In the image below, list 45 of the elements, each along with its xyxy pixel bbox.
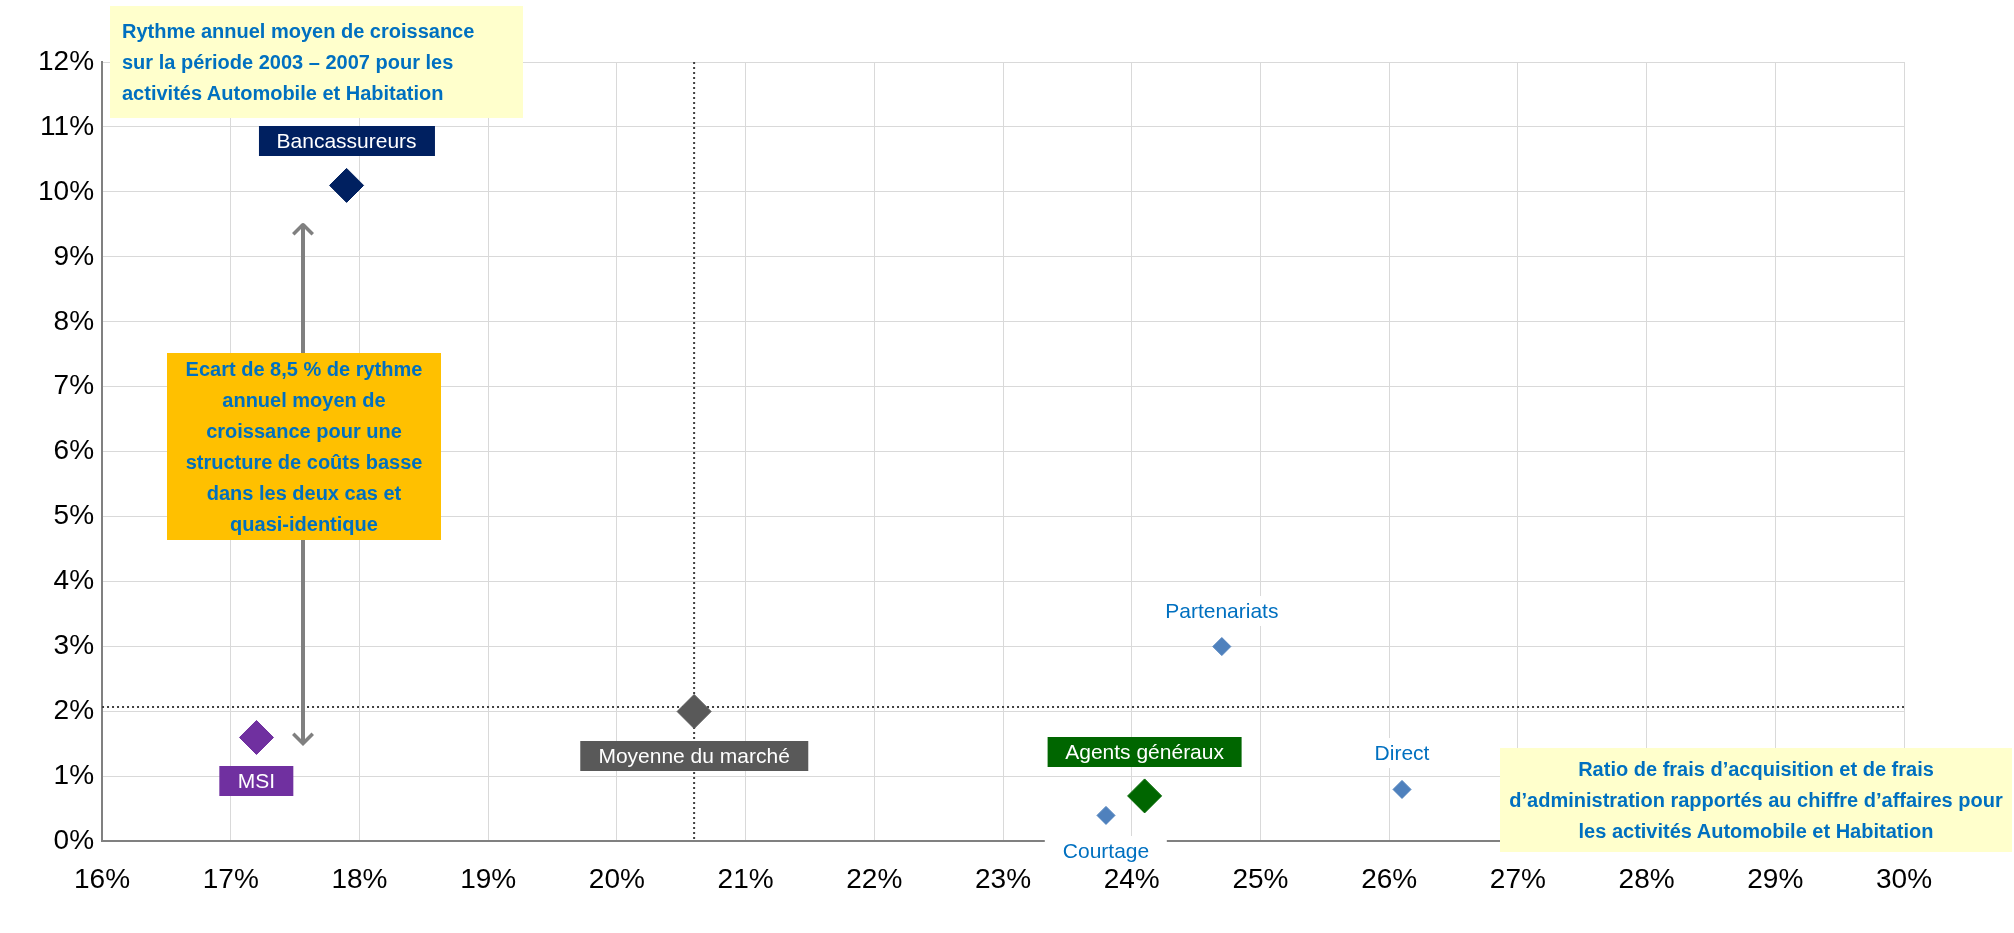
y-tick-label: 8%	[53, 304, 95, 336]
x-tick-label: 20%	[588, 862, 645, 894]
x-tick-label: 17%	[202, 862, 259, 894]
y-tick-label: 3%	[53, 629, 95, 661]
series-label: Bancassureurs	[258, 126, 435, 157]
point	[239, 719, 274, 755]
point	[1392, 779, 1412, 799]
point	[1127, 778, 1163, 814]
x-tick-label: 16%	[74, 862, 131, 894]
y-tick-label: 2%	[53, 694, 95, 726]
y-tick-label: 6%	[53, 434, 95, 466]
y-tick-label: 12%	[37, 44, 95, 76]
y-tick-label: 7%	[53, 369, 95, 401]
x-tick-label: 30%	[1875, 862, 1933, 894]
point	[1096, 805, 1116, 825]
x-tick-label: 25%	[1232, 862, 1289, 894]
annotation: Ecart de 8,5 % de rythme annuel moyen de croissance pour une structure de coûts basse dans les deux cas et quasi-identique	[167, 353, 441, 540]
y-tick-label: 1%	[53, 759, 95, 791]
series-label: Moyenne du marché	[580, 740, 808, 771]
series-label: Agents généraux	[1047, 736, 1242, 767]
y-tick-label: 10%	[37, 174, 95, 206]
y-tick-label: 4%	[53, 564, 95, 596]
x-axis-title: Ratio de frais d’acquisition et de frais d’administration rapportés au chiffre d’affaires pour les activités Automobile et Habitation	[1500, 748, 2012, 852]
series-label: Courtage	[1062, 839, 1150, 863]
point	[1212, 637, 1232, 657]
x-tick-label: 21%	[717, 862, 774, 894]
point	[329, 167, 365, 203]
y-axis-title: Rythme annuel moyen de croissance sur la période 2003 – 2007 pour les activités Automobile et Habitation	[110, 6, 523, 118]
x-tick-label: 26%	[1361, 862, 1418, 894]
y-tick-label: 9%	[53, 239, 95, 271]
x-tick-label: 19%	[460, 862, 517, 894]
point	[676, 694, 712, 729]
x-tick-label: 18%	[331, 862, 388, 894]
x-tick-label: 28%	[1618, 862, 1675, 894]
x-tick-label: 22%	[846, 862, 903, 894]
x-tick-label: 24%	[1103, 862, 1160, 894]
series-label: Direct	[1356, 738, 1448, 769]
series-label: Partenariats	[1147, 595, 1297, 626]
y-tick-label: 0%	[53, 824, 95, 856]
y-tick-label: 5%	[53, 499, 95, 531]
x-tick-label: 27%	[1489, 862, 1546, 894]
x-tick-label: 29%	[1747, 862, 1804, 894]
series-label: MSI	[219, 766, 294, 797]
x-tick-label: 23%	[975, 862, 1032, 894]
y-tick-label: 11%	[40, 109, 95, 141]
